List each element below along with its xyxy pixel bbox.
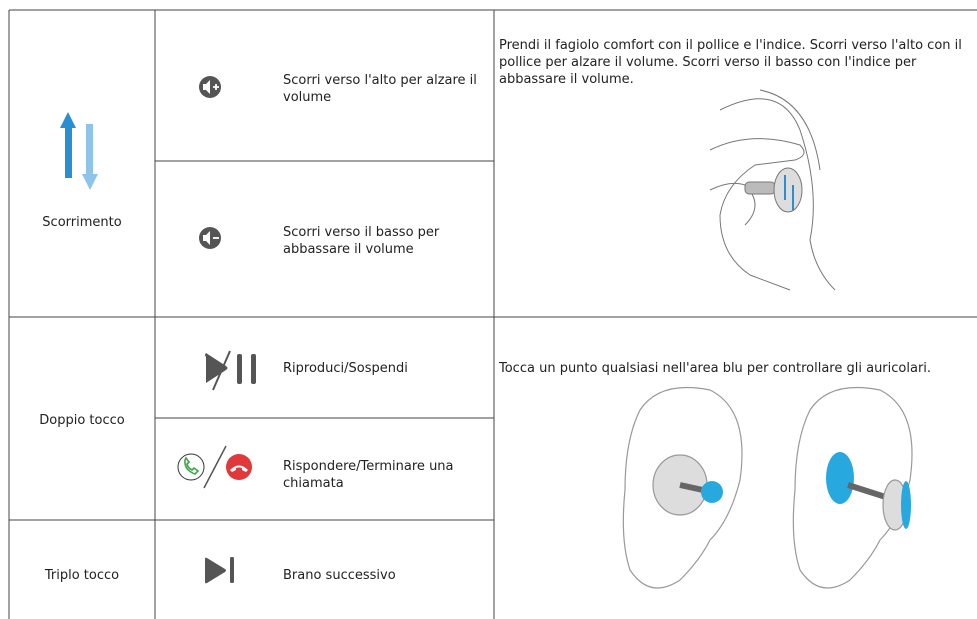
gesture-label: Doppio tocco bbox=[39, 413, 125, 428]
action-label: Riproduci/Sospendi bbox=[283, 361, 408, 376]
volume-up-icon bbox=[199, 76, 221, 98]
volume-down-icon bbox=[199, 227, 221, 249]
borders bbox=[8, 9, 977, 619]
action-label: Scorri verso il basso per abbassare il v… bbox=[283, 225, 440, 257]
gesture-label: Triplo tocco bbox=[44, 568, 120, 583]
gesture-label: Scorrimento bbox=[42, 215, 122, 230]
ear-illustration-right bbox=[792, 386, 913, 589]
play-pause-icon bbox=[205, 350, 256, 391]
description: Tocca un punto qualsiasi nell'area blu p… bbox=[499, 361, 932, 376]
action-label: Brano successivo bbox=[283, 568, 396, 583]
pinch-illustration bbox=[709, 89, 836, 291]
call-icon bbox=[177, 445, 252, 489]
swipe-icon bbox=[60, 112, 98, 190]
description: Prendi il fagiolo comfort con il pollice… bbox=[499, 38, 962, 87]
action-label: Rispondere/Terminare una chiamata bbox=[283, 459, 454, 491]
ear-illustration-left bbox=[622, 386, 743, 589]
next-track-icon bbox=[205, 557, 234, 584]
action-label: Scorri verso l'alto per alzare il volume bbox=[283, 73, 477, 105]
